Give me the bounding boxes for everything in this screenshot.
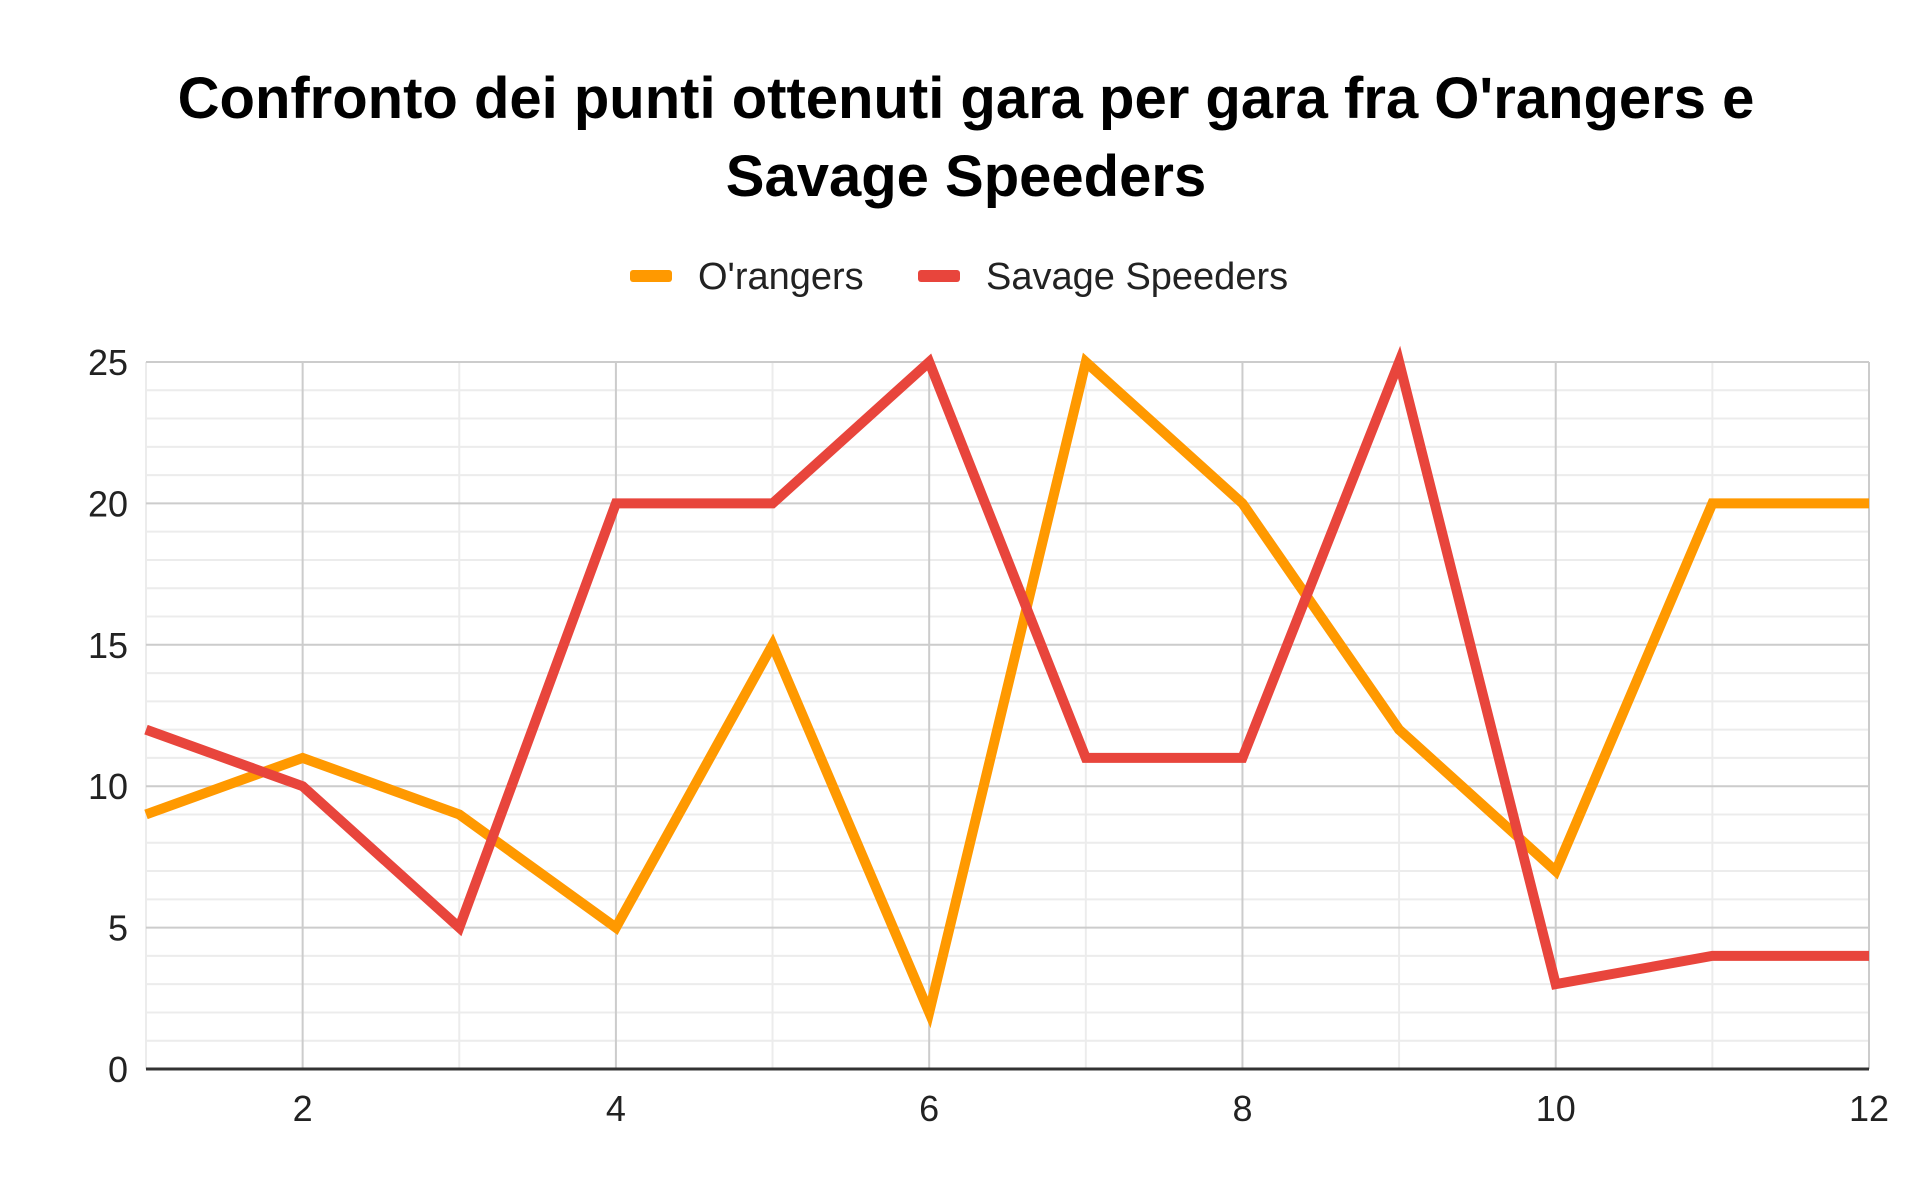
chart-title-line-1: Confronto dei punti ottenuti gara per ga… — [178, 66, 1755, 131]
y-tick-label: 10 — [88, 766, 128, 807]
legend: O'rangers Savage Speeders — [630, 256, 1288, 298]
y-tick-label: 5 — [108, 908, 128, 949]
x-tick-label: 12 — [1849, 1088, 1889, 1129]
y-tick-label: 0 — [108, 1049, 128, 1090]
legend-label-0: O'rangers — [698, 256, 864, 298]
x-tick-label: 4 — [606, 1088, 626, 1129]
axes: 0 5 10 15 20 25 2 4 6 8 10 12 — [88, 342, 1889, 1129]
y-tick-label: 20 — [88, 483, 128, 524]
series-line-1 — [144, 345, 1869, 990]
x-tick-label: 6 — [919, 1088, 939, 1129]
chart-title: Confronto dei punti ottenuti gara per ga… — [178, 66, 1755, 209]
x-tick-label: 8 — [1232, 1088, 1252, 1129]
series-line-0 — [144, 352, 1869, 1029]
legend-swatch-1 — [918, 270, 960, 282]
y-tick-label: 25 — [88, 342, 128, 383]
legend-swatch-0 — [630, 270, 672, 282]
x-tick-label: 10 — [1536, 1088, 1576, 1129]
series-lines — [144, 345, 1869, 1029]
grid — [145, 361, 1870, 1069]
x-tick-label: 2 — [293, 1088, 313, 1129]
y-tick-label: 15 — [88, 625, 128, 666]
legend-label-1: Savage Speeders — [986, 256, 1288, 298]
chart-title-line-2: Savage Speeders — [726, 144, 1206, 209]
